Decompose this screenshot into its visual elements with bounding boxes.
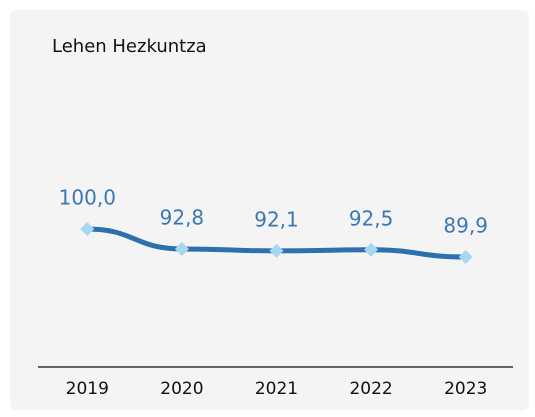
x-tick-label: 2023 [444,379,487,399]
x-tick-label: 2019 [66,379,109,399]
x-tick-label: 2021 [255,379,298,399]
data-label: 92,8 [160,205,205,229]
data-label: 100,0 [59,186,116,210]
x-tick-label: 2020 [160,379,203,399]
data-label: 92,1 [254,207,299,231]
marker [269,243,284,258]
marker [458,250,473,264]
data-label: 92,5 [349,206,394,230]
card [10,10,529,410]
marker [174,241,189,256]
marker [80,222,95,236]
marker [364,242,379,257]
chart-title: Lehen Hezkuntza [52,36,207,57]
data-label: 89,9 [443,214,488,238]
x-tick-label: 2022 [349,379,392,399]
